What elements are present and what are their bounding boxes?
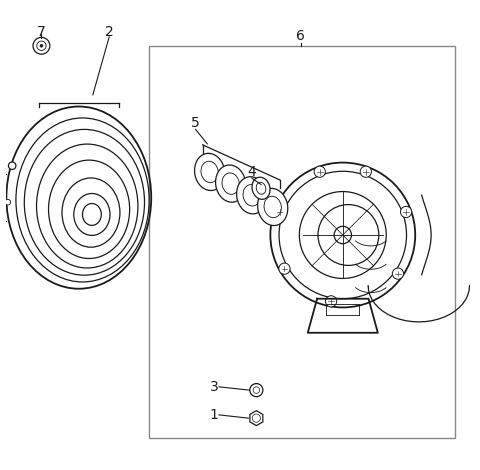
Ellipse shape [216, 165, 246, 202]
Circle shape [325, 296, 336, 307]
Circle shape [314, 166, 325, 177]
Circle shape [274, 206, 285, 218]
Text: 3: 3 [210, 380, 219, 394]
Ellipse shape [256, 182, 266, 194]
Text: 1: 1 [210, 408, 219, 422]
Text: 7: 7 [37, 25, 46, 39]
Circle shape [400, 206, 412, 218]
Ellipse shape [243, 185, 260, 206]
Circle shape [392, 268, 404, 279]
Ellipse shape [201, 161, 218, 183]
Ellipse shape [237, 177, 267, 214]
Bar [149, 46, 455, 438]
Circle shape [334, 227, 351, 243]
Ellipse shape [222, 173, 240, 194]
Ellipse shape [264, 196, 281, 218]
Circle shape [40, 44, 43, 47]
Circle shape [5, 199, 11, 205]
Ellipse shape [258, 188, 288, 226]
Text: 2: 2 [105, 25, 114, 39]
Circle shape [360, 166, 372, 177]
Text: 4: 4 [247, 165, 256, 179]
Text: 5: 5 [191, 116, 200, 130]
Ellipse shape [252, 177, 270, 199]
Circle shape [279, 263, 290, 274]
Polygon shape [250, 411, 263, 426]
Circle shape [270, 163, 415, 307]
Text: 6: 6 [296, 30, 305, 43]
Circle shape [9, 162, 16, 170]
Ellipse shape [194, 153, 225, 190]
Circle shape [250, 384, 263, 397]
